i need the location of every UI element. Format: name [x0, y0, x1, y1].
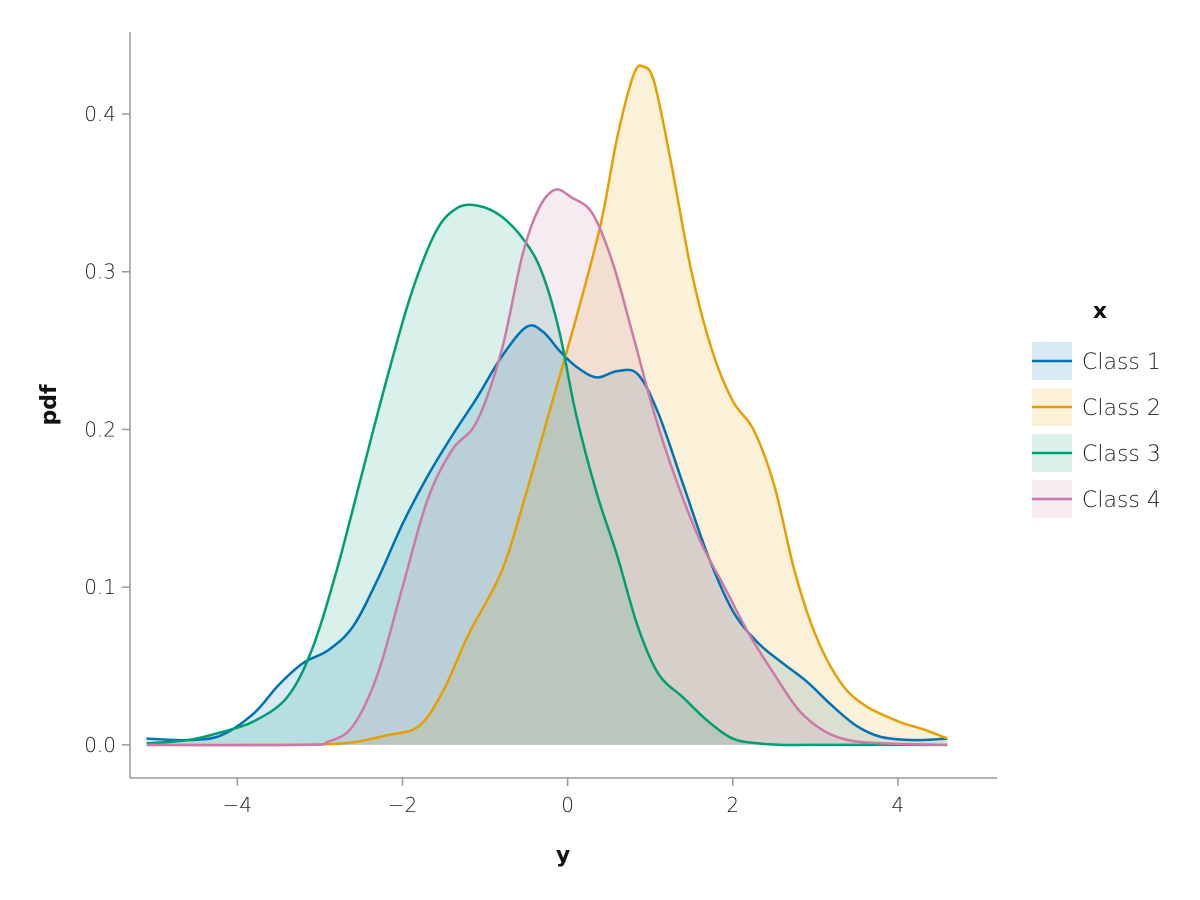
legend-item: Class 1: [1032, 342, 1161, 380]
series-area-3: [146, 204, 948, 745]
legend-item: Class 2: [1032, 388, 1161, 426]
y-tick-label: 0.3: [84, 260, 116, 284]
y-tick-label: 0.0: [84, 733, 116, 757]
x-tick-label: −2: [388, 793, 417, 817]
series-line-4: [146, 188, 948, 747]
x-tick-label: 0: [561, 793, 574, 817]
y-axis-title: pdf: [37, 384, 62, 425]
series-area-2: [146, 65, 948, 745]
series-area-1: [146, 325, 948, 745]
legend: x Class 1 Class 2 Class 3 Class 4: [1032, 299, 1161, 518]
legend-title: x: [1093, 299, 1107, 324]
legend-item: Class 3: [1032, 434, 1161, 472]
y-tick-label: 0.1: [84, 575, 116, 599]
legend-label: Class 1: [1082, 350, 1161, 375]
plot-lines: [146, 64, 948, 747]
x-tick-label: −4: [223, 793, 252, 817]
series-line-1: [146, 324, 948, 742]
x-tick-label: 4: [892, 793, 905, 817]
x-ticks: −4 −2 0 2 4: [223, 778, 905, 817]
x-axis-title: y: [556, 843, 570, 868]
x-tick-label: 2: [726, 793, 739, 817]
series-area-4: [146, 189, 948, 746]
legend-label: Class 2: [1082, 396, 1161, 421]
legend-label: Class 3: [1082, 442, 1161, 467]
series-line-2: [146, 64, 948, 747]
legend-label: Class 4: [1082, 488, 1161, 513]
y-tick-label: 0.2: [84, 417, 116, 441]
y-ticks: 0.0 0.1 0.2 0.3 0.4: [84, 102, 130, 757]
legend-item: Class 4: [1032, 480, 1161, 518]
y-tick-label: 0.4: [84, 102, 116, 126]
plot-areas: [146, 65, 948, 746]
